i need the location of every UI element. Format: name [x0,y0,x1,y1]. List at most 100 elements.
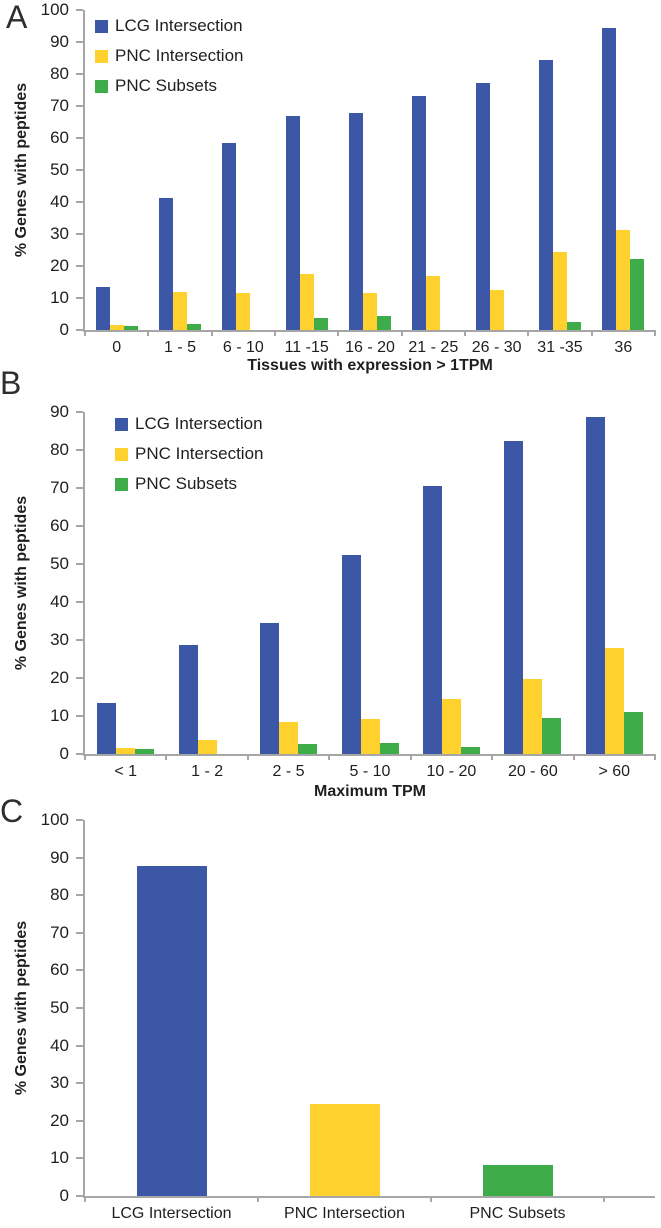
y-axis-tick [76,601,83,603]
x-axis-tick [430,1196,432,1202]
y-axis-tick [76,41,83,43]
bar-PNC Subsets-% Genes with peptides [482,1165,553,1196]
bar-10 - 20-LCG Intersection [422,486,442,754]
x-axis-category-label: 21 - 25 [408,339,459,356]
x-axis-tick [491,754,494,760]
y-axis-tick [76,137,83,139]
x-axis-category-label: 16 - 20 [345,339,395,356]
y-axis-tick [76,563,83,565]
y-axis-tick-label: 30 [50,630,69,649]
bar-11 -15-PNC Subsets [313,317,328,330]
x-axis-category-label: 11 -15 [284,339,329,356]
bar-6 - 10-PNC Intersection [236,292,251,330]
y-axis-tick [76,931,83,934]
y-axis-tick-label: 20 [50,1110,69,1130]
y-axis-tick-label: 90 [50,847,69,867]
y-axis-tick-label: 0 [59,320,69,339]
bar-36-PNC Subsets [630,258,645,330]
bar-10 - 20-PNC Intersection [441,699,461,754]
y-axis-tick [76,1195,83,1197]
y-axis-tick-label: 50 [50,554,69,573]
y-axis-tick-label: 80 [50,885,69,905]
x-axis-tick [165,754,168,760]
y-axis-tick [76,411,83,413]
x-axis-tick [409,754,412,760]
legend-label: LCG Intersection [135,414,263,433]
x-axis-category-label: > 60 [598,763,631,780]
bar-31 -35-PNC Subsets [567,321,581,330]
legend: LCG Intersection PNC Intersection PNC Subs… [95,16,244,106]
x-axis-tick [84,330,86,336]
y-axis-tick-label: 40 [50,1035,69,1055]
plot-area-c: 0 10 20 30 40 50 60 70 80 90 100 LCG Intersection PN… [41,810,655,1222]
bar-< 1-PNC Intersection [116,747,136,754]
legend-label: PNC Intersection [135,444,264,463]
legend-item: LCG Intersection [95,16,244,36]
y-axis-tick-label: 30 [50,1073,69,1093]
bar-5 - 10-LCG Intersection [341,554,361,754]
bar-20 - 60-LCG Intersection [504,440,524,754]
bar-16 - 20-LCG Intersection [349,113,363,330]
y-axis-tick [76,73,83,75]
y-axis-tick-label: 80 [50,64,69,83]
bar-0-LCG Intersection [95,286,110,330]
y-axis-line [83,412,85,756]
legend: LCG Intersection PNC Intersection PNC Subs… [115,414,264,504]
x-axis-category-label: 1 - 2 [191,763,224,780]
legend-label: PNC Subsets [135,474,238,493]
y-axis-tick [76,715,83,717]
bar-0-PNC Intersection [109,324,124,330]
bar-1 - 5-LCG Intersection [159,197,173,330]
y-axis-tick [76,449,83,451]
x-axis-title-b: Maximum TPM [313,783,427,800]
legend-swatch-icon [95,19,108,33]
y-axis-tick [76,639,83,641]
y-axis-tick-label: 40 [50,592,69,611]
x-axis-line [83,1196,655,1198]
x-axis-tick [527,330,530,336]
bar-< 1-LCG Intersection [97,703,117,754]
legend-swatch-icon [95,49,108,63]
x-axis-category-label: 0 [112,339,122,356]
x-axis-tick [590,330,593,336]
bar-26 - 30-PNC Intersection [489,290,504,330]
y-axis-tick-label: 10 [50,288,69,307]
bar-5 - 10-PNC Subsets [379,742,399,754]
y-axis-tick [76,856,83,859]
x-axis-tick [464,330,466,336]
x-axis-category-label: 20 - 60 [507,763,558,780]
x-axis-category-label: 2 - 5 [272,763,305,780]
x-axis-tick [274,330,276,336]
y-axis-tick [76,677,83,679]
y-axis-tick [76,487,83,489]
x-axis-tick [572,754,575,760]
y-axis-tick-label: 70 [50,478,69,497]
y-axis-tick-label: 20 [50,668,69,687]
y-axis-line [83,820,85,1198]
y-axis-tick [76,297,83,299]
y-axis-tick-label: 0 [59,1186,69,1205]
bar-31 -35-LCG Intersection [539,60,553,330]
y-axis-tick [76,1119,83,1122]
y-axis-tick [76,169,83,171]
bar-36-LCG Intersection [602,27,617,330]
y-axis-tick-label: 50 [50,998,69,1017]
x-axis-tick [147,330,150,336]
bar-26 - 30-LCG Intersection [475,82,490,330]
x-axis-category-label: PNC Intersection [284,1205,405,1222]
y-axis-tick [76,1007,83,1009]
bar-5 - 10-PNC Intersection [360,719,380,754]
bar-> 60-PNC Intersection [604,647,624,754]
bar-2 - 5-PNC Intersection [279,722,299,754]
bar-16 - 20-PNC Intersection [363,293,377,330]
x-axis-category-label: 26 - 30 [471,339,522,356]
bar-16 - 20-PNC Subsets [377,315,391,330]
bar-PNC Intersection-% Genes with peptides [309,1103,380,1196]
y-axis-tick [76,233,83,235]
bar-11 -15-PNC Intersection [299,273,314,330]
y-axis-tick [76,105,83,107]
legend-item: PNC Intersection [95,46,244,66]
x-axis-tick [337,330,340,336]
x-axis-title-a: Tissues with expression > 1TPM [247,357,493,374]
bar-0-PNC Subsets [123,325,138,330]
